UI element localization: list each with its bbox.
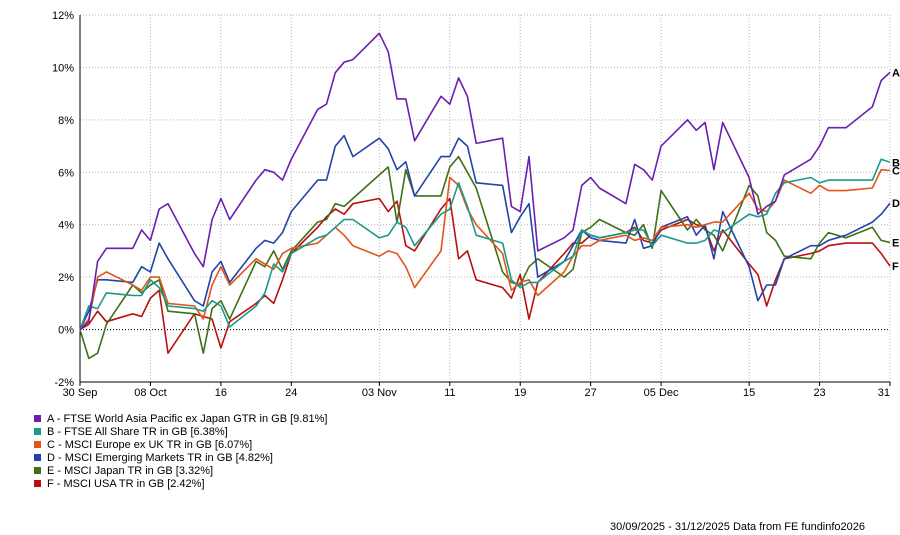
end-label-b: B bbox=[892, 157, 900, 169]
legend-swatch bbox=[34, 415, 41, 422]
legend-label: B - FTSE All Share TR in GB [6.38%] bbox=[47, 426, 228, 438]
legend-label: C - MSCI Europe ex UK TR in GB [6.07%] bbox=[47, 439, 253, 451]
legend-item-f: F - MSCI USA TR in GB [2.42%] bbox=[34, 478, 327, 491]
legend-swatch bbox=[34, 480, 41, 487]
y-tick-label: 6% bbox=[58, 167, 74, 179]
legend-swatch bbox=[34, 467, 41, 474]
end-label-d: D bbox=[892, 198, 900, 210]
x-tick-label: 23 bbox=[813, 387, 825, 399]
x-tick-label: 08 Oct bbox=[134, 387, 166, 399]
y-tick-label: 2% bbox=[58, 272, 74, 284]
legend-label: D - MSCI Emerging Markets TR in GB [4.82… bbox=[47, 452, 273, 464]
series-lines bbox=[79, 32, 891, 360]
legend-label: E - MSCI Japan TR in GB [3.32%] bbox=[47, 465, 214, 477]
x-tick-label: 30 Sep bbox=[63, 387, 98, 399]
legend: A - FTSE World Asia Pacific ex Japan GTR… bbox=[34, 413, 327, 491]
plot-area bbox=[80, 15, 890, 382]
x-tick-label: 11 bbox=[444, 387, 455, 399]
legend-label: F - MSCI USA TR in GB [2.42%] bbox=[47, 478, 205, 490]
series-line-a bbox=[79, 32, 891, 331]
legend-swatch bbox=[34, 441, 41, 448]
end-label-a: A bbox=[892, 67, 900, 79]
legend-label: A - FTSE World Asia Pacific ex Japan GTR… bbox=[47, 413, 328, 425]
tick-labels: 12% 10% 8% 6% 4% 2% 0% -2%30 Sep 08 Oct 16 24 03 No… bbox=[52, 10, 900, 399]
legend-swatch bbox=[34, 428, 41, 435]
y-tick-label: 8% bbox=[58, 115, 74, 127]
series-line-e bbox=[79, 155, 891, 360]
x-tick-label: 03 Nov bbox=[362, 387, 397, 399]
legend-item-a: A - FTSE World Asia Pacific ex Japan GTR… bbox=[34, 413, 327, 426]
legend-item-c: C - MSCI Europe ex UK TR in GB [6.07%] bbox=[34, 439, 327, 452]
series-line-c bbox=[79, 168, 891, 331]
x-tick-label: 16 bbox=[215, 387, 227, 399]
legend-item-e: E - MSCI Japan TR in GB [3.32%] bbox=[34, 465, 327, 478]
end-label-e: E bbox=[892, 238, 899, 250]
x-tick-label: 19 bbox=[514, 387, 526, 399]
date-range-source-note: 30/09/2025 - 31/12/2025 Data from FE fun… bbox=[610, 521, 866, 533]
x-tick-label: 05 Dec bbox=[644, 387, 679, 399]
end-label-c: C bbox=[892, 165, 900, 177]
x-tick-label: 24 bbox=[285, 387, 297, 399]
y-tick-label: -2% bbox=[54, 377, 74, 389]
y-tick-label: 4% bbox=[58, 220, 74, 232]
x-tick-label: 31 bbox=[878, 387, 890, 399]
series-line-b bbox=[79, 158, 891, 330]
legend-swatch bbox=[34, 454, 41, 461]
end-label-f: F bbox=[892, 261, 899, 273]
legend-item-d: D - MSCI Emerging Markets TR in GB [4.82… bbox=[34, 452, 327, 465]
y-tick-label: 12% bbox=[52, 10, 74, 22]
y-tick-label: 0% bbox=[58, 325, 74, 337]
legend-item-b: B - FTSE All Share TR in GB [6.38%] bbox=[34, 426, 327, 439]
series-line-d bbox=[79, 134, 891, 330]
x-tick-label: 15 bbox=[743, 387, 755, 399]
x-tick-label: 27 bbox=[585, 387, 597, 399]
performance-line-chart: 12% 10% 8% 6% 4% 2% 0% -2%30 Sep 08 Oct 16 24 03 No… bbox=[52, 10, 900, 399]
y-tick-label: 10% bbox=[52, 62, 74, 74]
